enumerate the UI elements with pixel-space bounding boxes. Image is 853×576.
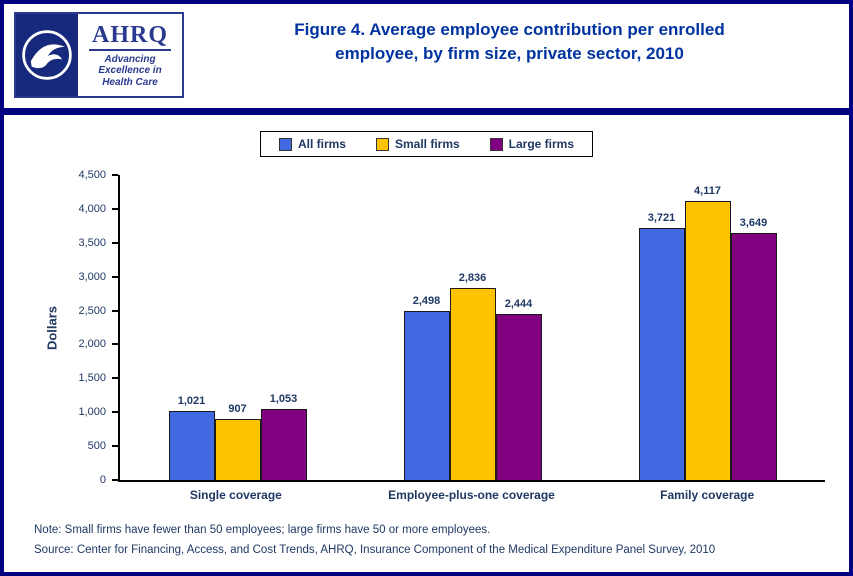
y-tick-mark: [112, 275, 118, 278]
y-tick-mark: [112, 309, 118, 312]
legend-swatch-icon: [375, 137, 389, 151]
y-tick-mark: [112, 207, 118, 210]
bar-value-label: 1,053: [269, 392, 298, 405]
x-axis: Single coverage Employee-plus-one coverag…: [118, 488, 825, 502]
y-axis-title-column: Dollars: [38, 175, 66, 480]
y-tick-mark: [112, 343, 118, 346]
bar-group: 2,498 2,836 2,444: [355, 175, 590, 480]
legend-swatch-icon: [489, 137, 503, 151]
y-tick-label: 4,500: [78, 169, 106, 181]
figure-title: Figure 4. Average employee contribution …: [294, 20, 725, 63]
bar-value-label: 2,836: [458, 271, 487, 284]
bar-all-firms: 1,021: [168, 395, 215, 480]
logo-block: AHRQ Advancing Excellence in Health Care: [14, 12, 184, 98]
ahrq-tagline: Advancing Excellence in Health Care: [98, 53, 162, 88]
bar-large-firms: 2,444: [495, 298, 542, 480]
legend-item: All firms: [278, 137, 346, 151]
source-text: Source: Center for Financing, Access, an…: [34, 544, 716, 557]
plot-area: 1,021 907 1,053 2,498 2,836 2,444 3,721 4,117 3,…: [118, 175, 825, 482]
bar-value-label: 907: [228, 402, 247, 415]
y-axis: 0 500 1,000 1,500 2,000 2,500 3,000 3,500 4,000 4…: [66, 169, 118, 486]
y-tick-mark: [112, 411, 118, 414]
y-tick-label: 3,500: [78, 236, 106, 249]
bar-small-firms: 907: [214, 403, 261, 480]
legend-item: Small firms: [375, 137, 460, 151]
bar-large-firms: 1,053: [260, 393, 307, 480]
y-tick-mark: [112, 479, 118, 481]
x-tick-label: Family coverage: [660, 488, 755, 502]
ahrq-logo: AHRQ Advancing Excellence in Health Care: [78, 14, 182, 96]
bar-all-firms: 2,498: [403, 295, 450, 480]
bar-value-label: 2,498: [412, 294, 441, 307]
hhs-eagle-icon: [22, 30, 72, 80]
plot-column: 1,021 907 1,053 2,498 2,836 2,444 3,721 4,117 3,…: [118, 175, 825, 502]
header-divider-bar: [4, 108, 849, 115]
bar-value-label: 3,649: [739, 216, 768, 229]
bar-group: 1,021 907 1,053: [120, 175, 355, 480]
legend-swatch-icon: [278, 137, 292, 151]
legend: All firms Small firms Large firms: [259, 131, 594, 157]
legend-label: Large firms: [508, 137, 575, 151]
x-tick-label: Employee-plus-one coverage: [388, 488, 555, 502]
bar-large-firms: 3,649: [730, 217, 777, 480]
x-tick-label: Single coverage: [189, 488, 282, 502]
bar-value-label: 3,721: [647, 211, 676, 224]
title-wrap: Figure 4. Average employee contribution …: [4, 4, 849, 66]
y-tick-label: 2,000: [78, 338, 106, 351]
y-tick-label: 2,500: [78, 304, 106, 317]
y-tick-mark: [112, 377, 118, 380]
y-tick-label: 500: [87, 440, 106, 453]
bar-all-firms: 3,721: [638, 212, 685, 480]
bar-value-label: 4,117: [694, 184, 721, 197]
header: AHRQ Advancing Excellence in Health Care…: [4, 4, 849, 108]
y-tick-label: 1,000: [78, 406, 106, 419]
legend-label: Small firms: [394, 137, 460, 151]
bar-value-label: 1,021: [177, 394, 206, 407]
y-axis-title: Dollars: [44, 305, 60, 350]
y-tick-mark: [112, 445, 118, 448]
ahrq-logo-text: AHRQ: [89, 22, 171, 51]
bar-small-firms: 2,836: [449, 272, 496, 480]
y-tick-mark: [112, 174, 118, 176]
chart: Dollars 0 500 1,000 1,500 2,000 2,500 3,000 3,5…: [38, 169, 825, 502]
notes: Note: Small firms have fewer than 50 emp…: [34, 520, 829, 560]
legend-label: All firms: [297, 137, 346, 151]
bar-value-label: 2,444: [504, 298, 533, 311]
note-text: Note: Small firms have fewer than 50 emp…: [34, 524, 491, 536]
y-tick-label: 0: [99, 474, 106, 486]
bar-small-firms: 4,117: [684, 185, 731, 480]
y-tick-label: 1,500: [78, 372, 106, 385]
y-tick-label: 4,000: [78, 202, 106, 215]
legend-item: Large firms: [489, 137, 575, 151]
y-tick-mark: [112, 241, 118, 244]
y-tick-label: 3,000: [78, 270, 106, 283]
hhs-logo: [16, 14, 78, 96]
bar-group: 3,721 4,117 3,649: [590, 175, 825, 480]
